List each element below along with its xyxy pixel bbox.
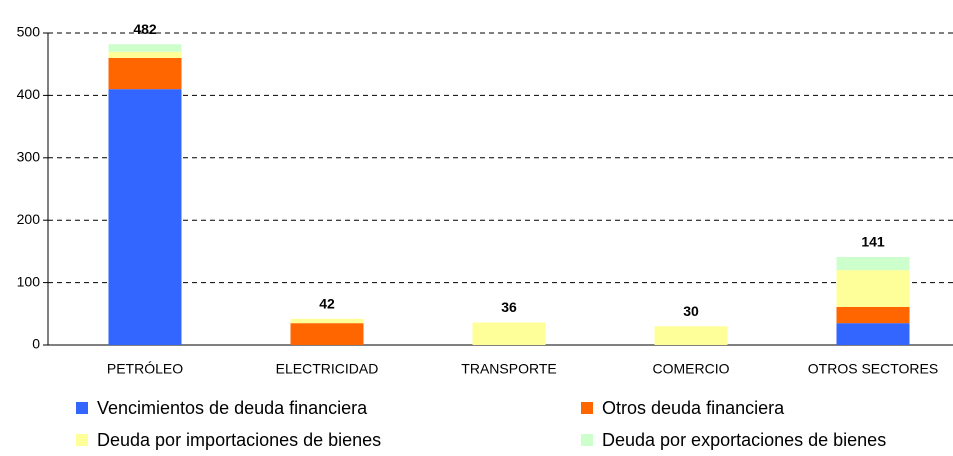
- x-tick-label: OTROS SECTORES: [808, 361, 938, 377]
- y-tick-label: 200: [17, 211, 41, 227]
- bar-segment: [290, 318, 364, 324]
- legend-swatch: [581, 402, 593, 414]
- legend-swatch: [581, 434, 593, 446]
- y-tick-label: 0: [32, 336, 40, 352]
- bar-segment: [108, 44, 182, 52]
- legend-label: Deuda por importaciones de bienes: [97, 430, 381, 450]
- x-tick-label: PETRÓLEO: [107, 361, 183, 377]
- y-tick-label: 300: [17, 149, 41, 165]
- bar-segment: [654, 326, 728, 345]
- bar-segment: [836, 270, 910, 307]
- y-tick-label: 400: [17, 86, 41, 102]
- bar-segment: [108, 57, 182, 90]
- x-tick-label: ELECTRICIDAD: [276, 361, 379, 377]
- bar-segment: [836, 306, 910, 324]
- legend-swatch: [76, 402, 88, 414]
- bar-segment: [108, 51, 182, 58]
- legend-swatch: [76, 434, 88, 446]
- total-label: 482: [133, 21, 157, 37]
- bar-segment: [290, 323, 364, 345]
- bar-segment: [472, 322, 546, 345]
- y-tick-label: 100: [17, 273, 41, 289]
- total-label: 36: [501, 299, 517, 315]
- x-tick-label: TRANSPORTE: [461, 361, 556, 377]
- bar-segment: [108, 89, 182, 345]
- y-tick-label: 500: [17, 24, 41, 40]
- bar-segment: [836, 323, 910, 345]
- bar-segment: [836, 257, 910, 271]
- total-label: 42: [319, 295, 335, 311]
- x-tick-label: COMERCIO: [653, 361, 730, 377]
- legend-label: Vencimientos de deuda financiera: [97, 398, 368, 418]
- total-label: 141: [861, 234, 885, 250]
- total-label: 30: [683, 303, 699, 319]
- legend-label: Otros deuda financiera: [602, 398, 785, 418]
- legend-label: Deuda por exportaciones de bienes: [602, 430, 886, 450]
